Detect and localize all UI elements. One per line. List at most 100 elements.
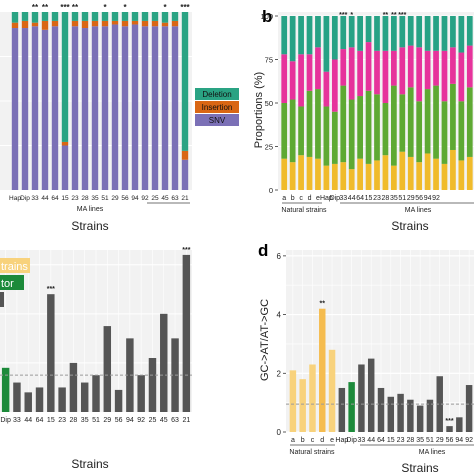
panel-a-tick-label: 94 bbox=[131, 195, 139, 202]
panel-a-bar-35-snv bbox=[91, 26, 99, 190]
panel-c-bar-92 bbox=[137, 375, 145, 412]
panel-b-y-tick-label: 50 bbox=[265, 99, 273, 108]
panel-a-bar-35-deletion bbox=[91, 12, 99, 21]
panel-a-bar-92-snv bbox=[141, 26, 149, 190]
panel-b-bar-25-seg2 bbox=[441, 50, 448, 102]
panel-c-bar-64 bbox=[35, 387, 44, 412]
panel-d-ma-label: MA lines bbox=[419, 449, 446, 456]
panel-a-bar-44-insertion bbox=[41, 20, 49, 30]
panel-b-bar-33-seg3 bbox=[340, 16, 347, 50]
panel-d-bar-23 bbox=[397, 393, 404, 432]
panel-a-legend-label: Deletion bbox=[202, 90, 231, 99]
panel-b-tick-label: 51 bbox=[398, 195, 406, 202]
panel-b-significance: *** bbox=[398, 12, 406, 19]
panel-a-legend-label: SNV bbox=[209, 116, 226, 125]
panel-d-significance: ** bbox=[320, 301, 326, 308]
panel-b-bar-29-seg3 bbox=[407, 16, 414, 46]
panel-b-bar-b-seg1 bbox=[289, 99, 296, 163]
panel-c-bar-45 bbox=[160, 313, 168, 412]
panel-a-bar-33-snv bbox=[31, 26, 39, 190]
panel-b-bar-28-seg3 bbox=[382, 16, 389, 51]
panel-a-bar-56-insertion bbox=[121, 20, 129, 27]
panel-b-tick-label: 44 bbox=[348, 195, 356, 202]
panel-b-tick-label: 35 bbox=[390, 195, 398, 202]
panel-d-tick-label: Hap bbox=[335, 437, 348, 444]
panel-a-bar-25-deletion bbox=[151, 12, 159, 21]
panel-b-bar-25-seg1 bbox=[441, 101, 448, 164]
panel-c-bar-15 bbox=[47, 294, 55, 412]
panel-a-significance: ** bbox=[42, 3, 49, 12]
panel-b-bar-21-seg1 bbox=[466, 87, 473, 157]
panel-b-bar-35-seg3 bbox=[391, 16, 397, 51]
panel-b-bar-b-seg0 bbox=[289, 162, 296, 190]
panel-d-bar-Dip bbox=[348, 382, 355, 432]
panel-b-significance: ** bbox=[383, 12, 389, 19]
panel-d-tick-label: 44 bbox=[367, 437, 375, 444]
panel-b-bar-51-seg0 bbox=[399, 151, 406, 190]
panel-d-bar-56 bbox=[446, 426, 453, 432]
panel-b-bar-25-seg0 bbox=[441, 163, 448, 190]
panel-a-bar-29-insertion bbox=[111, 20, 119, 25]
panel-b-bar-45-seg2 bbox=[450, 47, 456, 84]
panel-a-bar-33-insertion bbox=[31, 22, 39, 27]
panel-c-bar-28 bbox=[69, 362, 78, 412]
panel-a-significance: ** bbox=[72, 3, 79, 12]
panel-c-tick-label: 56 bbox=[115, 417, 123, 424]
panel-b-significance: * bbox=[350, 12, 353, 19]
panel-a-bar-45-insertion bbox=[161, 22, 169, 27]
panel-b-bar-25-seg3 bbox=[441, 16, 448, 51]
panel-b-x-axis-title: Strains bbox=[391, 219, 428, 233]
panel-a-tick-label: 45 bbox=[161, 195, 169, 202]
panel-b-bar-b-seg2 bbox=[289, 61, 296, 100]
panel-d-tick-label: e bbox=[330, 437, 334, 444]
panel-a-tick-label: 51 bbox=[101, 195, 109, 202]
panel-a-bar-45-snv bbox=[161, 26, 169, 190]
panel-a-bar-21-snv bbox=[181, 159, 189, 190]
panel-b-bar-44-seg0 bbox=[348, 169, 355, 190]
panel-a-tick-label: 64 bbox=[51, 195, 59, 202]
panel-c-bar-44 bbox=[24, 392, 32, 412]
panel-d-y-tick-label: 6 bbox=[277, 252, 282, 261]
panel-b-significance: ** bbox=[391, 12, 397, 19]
panel-c-tick-label: 92 bbox=[137, 417, 145, 424]
panel-a-tick-label: 63 bbox=[171, 195, 179, 202]
panel-b-tick-label: 23 bbox=[373, 195, 381, 202]
panel-d-tick-label: 64 bbox=[377, 437, 385, 444]
panel-b-tick-label: 92 bbox=[432, 195, 440, 202]
panel-b-label: b bbox=[262, 7, 272, 26]
panel-a-bar-Dip-deletion bbox=[21, 12, 29, 21]
panel-b-bar-a-seg0 bbox=[281, 158, 288, 190]
panel-c-significance: *** bbox=[182, 247, 190, 254]
panel-b-tick-label: Dip bbox=[330, 195, 341, 202]
panel-a-tick-label: 15 bbox=[61, 195, 69, 202]
panel-a-bar-28-insertion bbox=[81, 20, 89, 29]
panel-b-bar-63-seg2 bbox=[458, 52, 465, 102]
panel-b-bar-23-seg0 bbox=[374, 160, 380, 190]
panel-b-y-axis-title: Proportions (%) bbox=[253, 72, 265, 148]
panel-b-bar-92-seg0 bbox=[433, 158, 439, 190]
panel-c-x-axis-title: Strains bbox=[71, 457, 108, 471]
panel-c-bar-23 bbox=[58, 387, 66, 412]
panel-b-bar-94-seg1 bbox=[424, 89, 431, 154]
panel-a-bar-25-insertion bbox=[151, 20, 159, 27]
panel-b-bar-64-seg3 bbox=[357, 16, 363, 51]
panel-b-bar-c-seg1 bbox=[298, 106, 304, 156]
panel-a-bar-35-insertion bbox=[91, 20, 99, 27]
panel-b-bar-21-seg0 bbox=[466, 156, 473, 190]
panel-b-ma-label: MA lines bbox=[405, 207, 432, 214]
panel-b-bar-35-seg2 bbox=[391, 50, 397, 86]
panel-d-bar-44 bbox=[367, 358, 375, 432]
panel-c-bar-94 bbox=[126, 338, 134, 412]
panel-b-bar-a-seg3 bbox=[281, 16, 288, 55]
panel-b-bar-Dip-seg2 bbox=[331, 59, 338, 112]
panel-b-bar-a-seg2 bbox=[281, 54, 288, 103]
panel-c-tick-label: 63 bbox=[171, 417, 179, 424]
panel-c-tick-label: 64 bbox=[36, 417, 44, 424]
panel-b-bar-d-seg1 bbox=[306, 90, 313, 157]
panel-d-bar-c bbox=[309, 364, 316, 432]
panel-a-tick-label: 35 bbox=[91, 195, 99, 202]
panel-d-bar-Hap bbox=[338, 387, 346, 432]
panel-b-tick-label: b bbox=[291, 195, 295, 202]
panel-a-tick-label: 23 bbox=[71, 195, 79, 202]
